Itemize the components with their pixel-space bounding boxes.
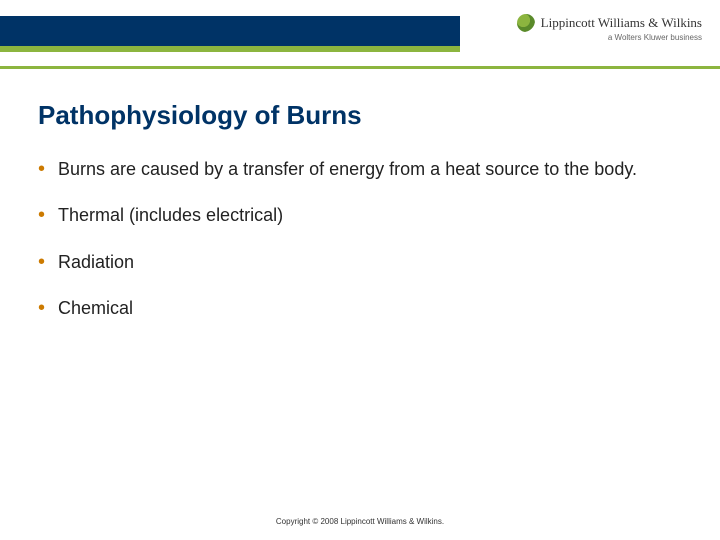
brand-logo: Lippincott Williams & Wilkins a Wolters … (517, 14, 702, 42)
slide-content: Pathophysiology of Burns Burns are cause… (0, 70, 720, 320)
slide-title: Pathophysiology of Burns (38, 100, 682, 131)
header-color-bar (0, 16, 460, 52)
bullet-item: Radiation (38, 250, 682, 274)
brand-logo-line: Lippincott Williams & Wilkins (517, 14, 702, 32)
slide-header: Lippincott Williams & Wilkins a Wolters … (0, 0, 720, 70)
brand-subline: a Wolters Kluwer business (608, 33, 702, 42)
header-green-rule (0, 66, 720, 69)
brand-name: Lippincott Williams & Wilkins (541, 15, 702, 31)
header-bar-dark (0, 16, 460, 46)
bullet-list: Burns are caused by a transfer of energy… (38, 157, 682, 320)
bullet-item: Burns are caused by a transfer of energy… (38, 157, 682, 181)
copyright-text: Copyright © 2008 Lippincott Williams & W… (276, 517, 444, 526)
bullet-item: Thermal (includes electrical) (38, 203, 682, 227)
slide-footer: Copyright © 2008 Lippincott Williams & W… (0, 517, 720, 526)
header-bar-green (0, 46, 460, 52)
bullet-item: Chemical (38, 296, 682, 320)
brand-swirl-icon (517, 14, 535, 32)
